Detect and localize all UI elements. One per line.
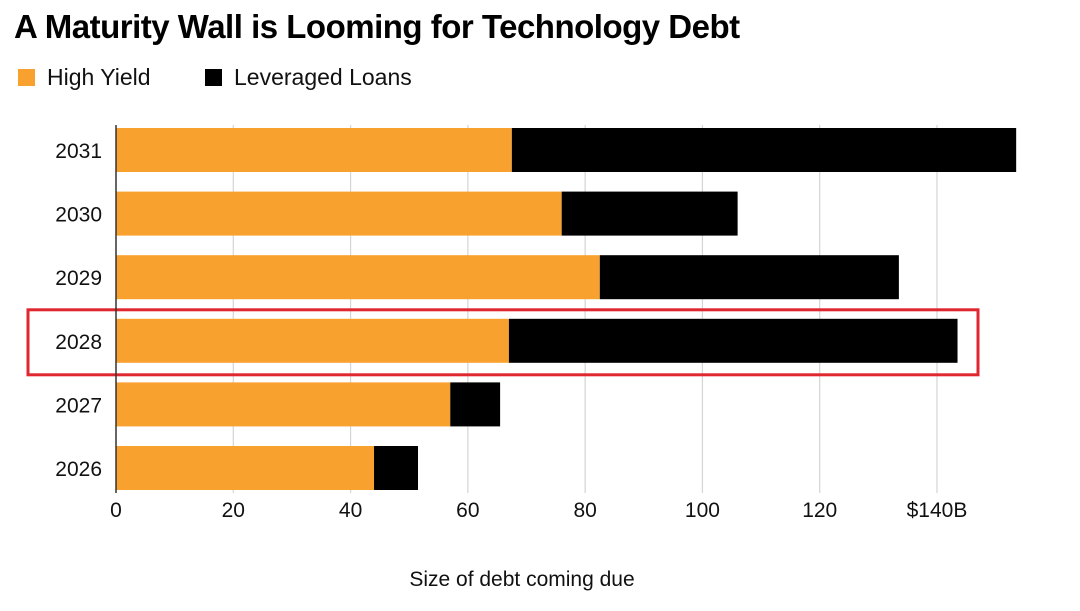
y-tick-label: 2029 (55, 267, 102, 290)
x-axis-label: Size of debt coming due (409, 568, 635, 591)
x-tick-label: 120 (802, 499, 837, 522)
legend-item-high-yield: High Yield (18, 64, 151, 91)
legend-swatch (18, 69, 35, 86)
bar-leveraged-loans-2030 (561, 191, 738, 236)
y-tick-label: 2028 (55, 331, 102, 354)
x-tick-label: $140B (907, 499, 968, 522)
legend-item-leveraged-loans: Leveraged Loans (205, 64, 412, 91)
y-tick-label: 2027 (55, 394, 102, 417)
bar-leveraged-loans-2028 (508, 318, 958, 363)
bar-leveraged-loans-2031 (511, 128, 1017, 172)
x-tick-label: 100 (685, 499, 720, 522)
bar-high-yield-2031 (116, 128, 512, 172)
chart-title: A Maturity Wall is Looming for Technolog… (14, 8, 740, 45)
bar-leveraged-loans-2027 (450, 382, 501, 427)
y-tick-label: 2026 (55, 458, 102, 481)
legend-label: High Yield (47, 64, 151, 90)
bar-high-yield-2027 (116, 382, 451, 427)
bar-high-yield-2030 (116, 191, 562, 236)
x-tick-label: 20 (222, 499, 245, 522)
x-tick-label: 0 (110, 499, 122, 522)
y-tick-label: 2031 (55, 140, 102, 163)
bar-high-yield-2029 (116, 255, 600, 300)
bar-leveraged-loans-2029 (599, 255, 899, 300)
x-tick-label: 40 (339, 499, 362, 522)
bar-high-yield-2026 (116, 446, 375, 490)
bar-leveraged-loans-2026 (374, 446, 419, 490)
x-tick-label: 60 (456, 499, 479, 522)
highlight-box (26, 308, 980, 377)
x-tick-label: 80 (573, 499, 596, 522)
legend-swatch (205, 69, 222, 86)
y-tick-label: 2030 (55, 204, 102, 227)
legend-label: Leveraged Loans (234, 64, 412, 90)
bar-high-yield-2028 (116, 318, 509, 363)
